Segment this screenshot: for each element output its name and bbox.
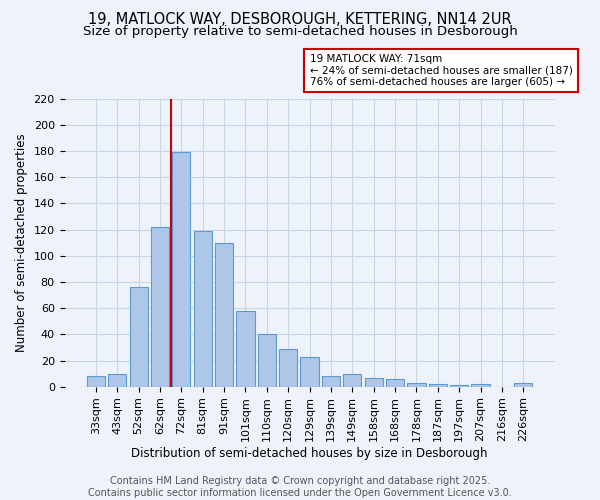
Bar	[215, 242, 233, 386]
Bar	[236, 311, 254, 386]
Bar	[301, 356, 319, 386]
Text: 19 MATLOCK WAY: 71sqm
← 24% of semi-detached houses are smaller (187)
76% of sem: 19 MATLOCK WAY: 71sqm ← 24% of semi-deta…	[310, 54, 572, 87]
Bar	[322, 376, 340, 386]
Y-axis label: Number of semi-detached properties: Number of semi-detached properties	[15, 134, 28, 352]
Bar	[194, 231, 212, 386]
Bar	[87, 376, 105, 386]
Bar	[279, 348, 297, 387]
Bar	[407, 383, 425, 386]
Text: 19, MATLOCK WAY, DESBOROUGH, KETTERING, NN14 2UR: 19, MATLOCK WAY, DESBOROUGH, KETTERING, …	[88, 12, 512, 28]
X-axis label: Distribution of semi-detached houses by size in Desborough: Distribution of semi-detached houses by …	[131, 447, 488, 460]
Bar	[130, 287, 148, 386]
Bar	[343, 374, 361, 386]
Bar	[365, 378, 383, 386]
Text: Contains HM Land Registry data © Crown copyright and database right 2025.
Contai: Contains HM Land Registry data © Crown c…	[88, 476, 512, 498]
Bar	[429, 384, 447, 386]
Bar	[386, 379, 404, 386]
Bar	[472, 384, 490, 386]
Bar	[514, 383, 532, 386]
Bar	[108, 374, 127, 386]
Bar	[151, 227, 169, 386]
Bar	[258, 334, 276, 386]
Bar	[172, 152, 190, 386]
Text: Size of property relative to semi-detached houses in Desborough: Size of property relative to semi-detach…	[83, 25, 517, 38]
